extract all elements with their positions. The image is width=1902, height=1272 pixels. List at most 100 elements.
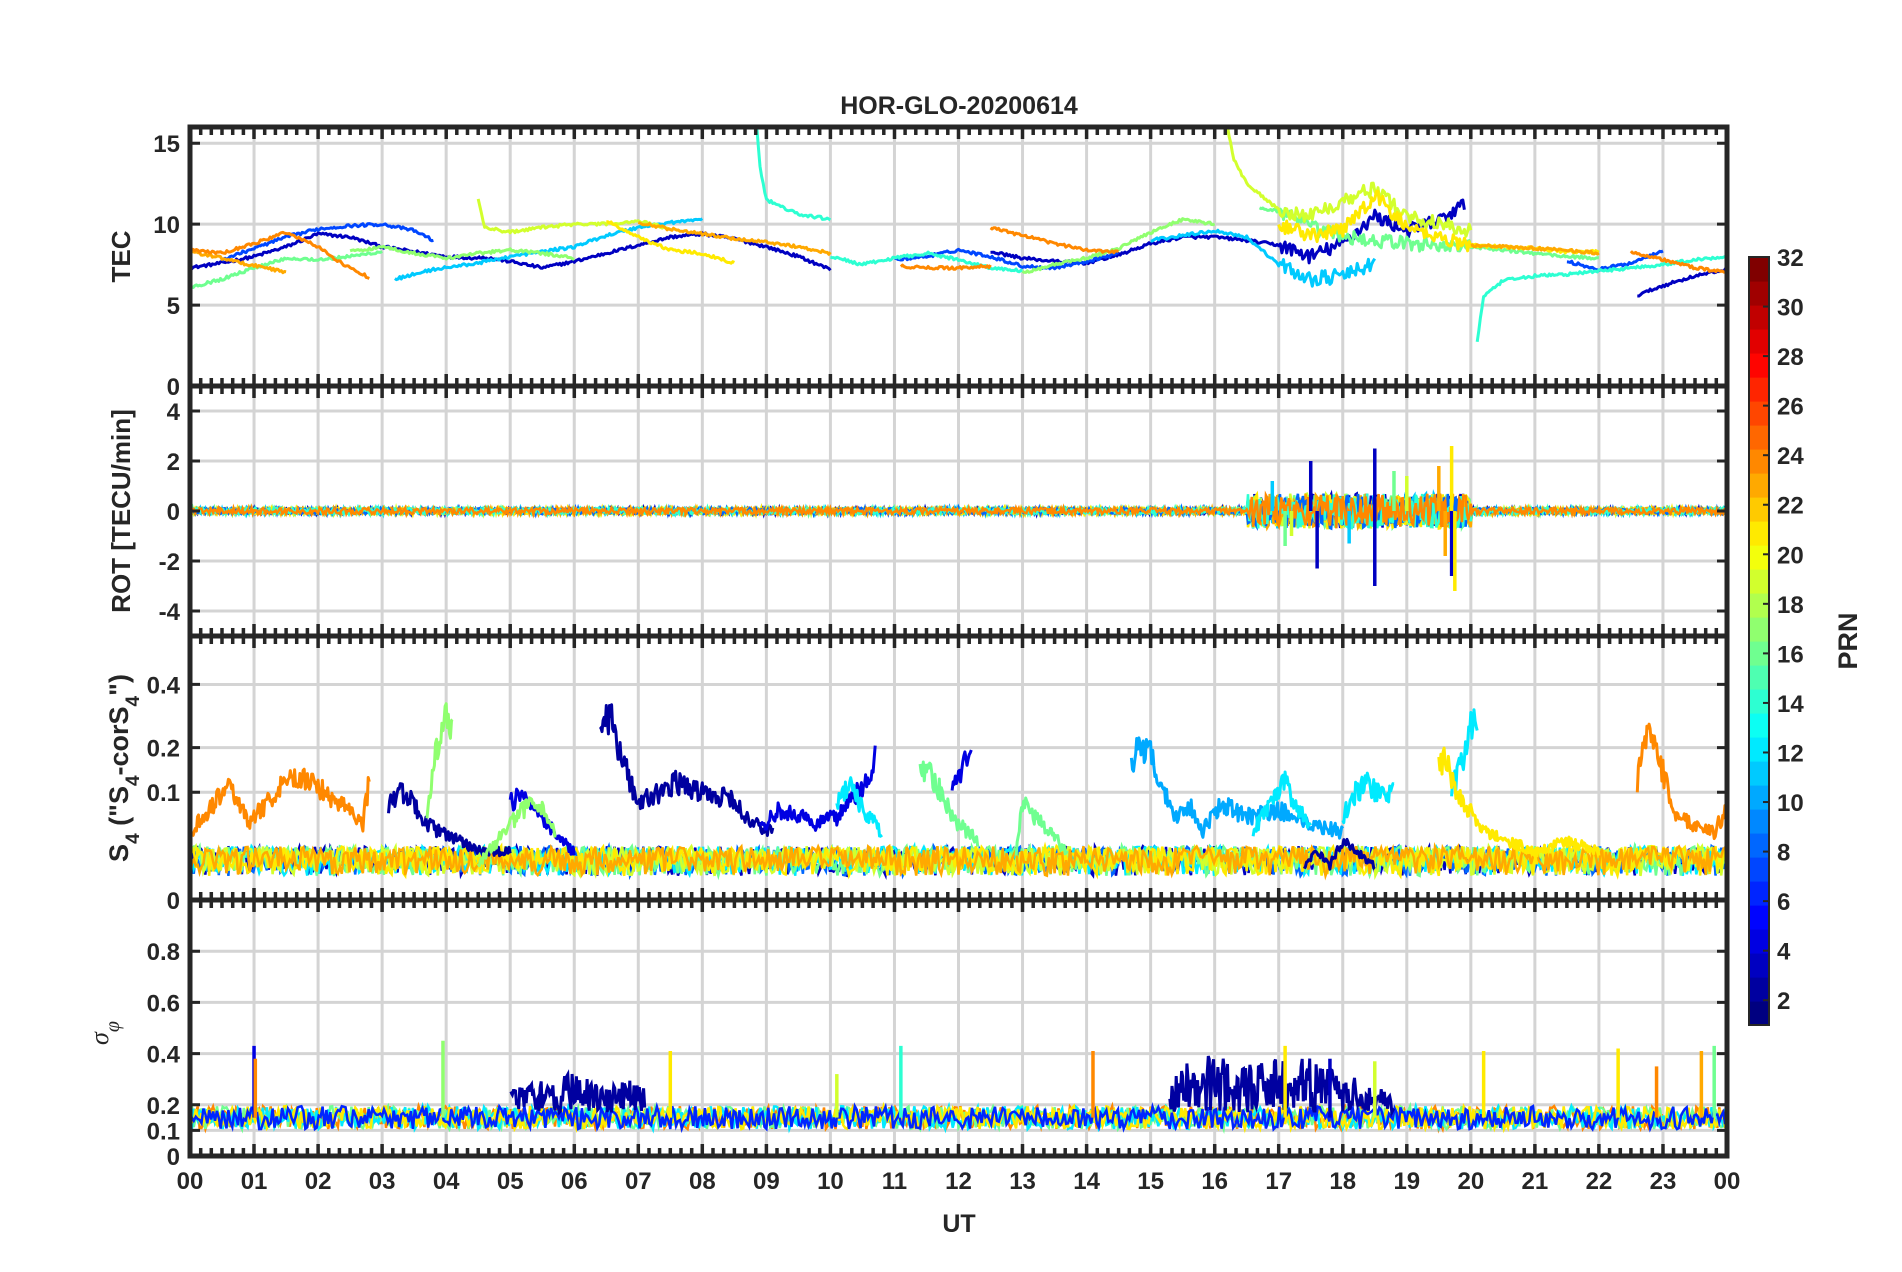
- x-tick-label: 17: [1265, 1168, 1292, 1195]
- rot-y-tick-label: -4: [159, 599, 181, 626]
- colorbar-swatch: [1749, 857, 1769, 882]
- colorbar-swatch: [1749, 809, 1769, 834]
- x-tick-label: 02: [305, 1168, 332, 1195]
- x-tick-label: 15: [1137, 1168, 1164, 1195]
- colorbar-swatch: [1749, 1001, 1769, 1026]
- colorbar-swatch: [1749, 977, 1769, 1002]
- colorbar-swatch: [1749, 497, 1769, 522]
- x-tick-label: 14: [1073, 1168, 1100, 1195]
- colorbar-tick-label: 28: [1777, 344, 1804, 371]
- colorbar-swatch: [1749, 929, 1769, 954]
- colorbar-swatch: [1749, 665, 1769, 690]
- rot-data: [190, 446, 1727, 591]
- panel-rot: -4 -2 0 2 4 ROT [TECU/min]: [106, 383, 1730, 639]
- colorbar-swatch: [1749, 425, 1769, 450]
- x-tick-label: 09: [753, 1168, 780, 1195]
- sigma-x-ticks: [188, 900, 1729, 1156]
- colorbar-tick-label: 2: [1777, 988, 1790, 1015]
- tec-series-prn-14: [1475, 254, 1727, 343]
- tec-series-prn-14: [755, 127, 832, 222]
- colorbar-swatch: [1749, 689, 1769, 714]
- x-tick-label: 11: [882, 1168, 907, 1195]
- colorbar-tick-label: 32: [1777, 245, 1804, 272]
- x-tick-label: 04: [433, 1168, 460, 1195]
- x-tick-label: 07: [625, 1168, 652, 1195]
- rot-series-prn-24: [190, 490, 1727, 531]
- rot-x-ticks: [188, 386, 1729, 636]
- panel-sigma: 00.10.2 0.4 0.6 0.8 σφ 00 01 02 03 04 05 06 07 08 09 10…: [85, 897, 1741, 1195]
- s4-series-prn-17: [425, 702, 454, 819]
- x-tick-label: 08: [689, 1168, 716, 1195]
- colorbar-tick-label: 20: [1777, 542, 1804, 569]
- sigma-y-tick-label: 0.1: [147, 1118, 180, 1145]
- x-tick-label: 16: [1201, 1168, 1228, 1195]
- colorbar-tick-label: 10: [1777, 790, 1804, 817]
- x-tick-label: 20: [1457, 1168, 1484, 1195]
- tec-series-prn-23: [1470, 243, 1600, 256]
- s4-series-prn-2: [598, 703, 775, 837]
- s4-y-axis-label: S4 ("S4-corS4"): [104, 674, 144, 862]
- sigma-baseline-prn-21: [190, 1101, 1727, 1134]
- s4-series-prn-12: [1341, 771, 1395, 825]
- colorbar-swatch: [1749, 521, 1769, 546]
- colorbar-swatch: [1749, 353, 1769, 378]
- colorbar-swatch: [1749, 881, 1769, 906]
- s4-series-prn-16: [918, 760, 980, 847]
- colorbar-swatch: [1749, 737, 1769, 762]
- s4-y-tick-label: 0: [167, 888, 180, 915]
- s4-series-prn-2: [1303, 837, 1376, 871]
- rot-y-tick-label: 4: [167, 399, 181, 426]
- sigma-data: [190, 1040, 1727, 1135]
- s4-series-prn-17: [476, 796, 557, 868]
- tec-y-tick-label: 10: [153, 212, 180, 239]
- x-tick-label: 19: [1393, 1168, 1420, 1195]
- sigma-series-prn-2: [509, 1069, 647, 1116]
- colorbar-swatch: [1749, 305, 1769, 330]
- colorbar-swatch: [1749, 833, 1769, 858]
- x-tick-label: 13: [1009, 1168, 1036, 1195]
- tec-x-ticks: [188, 127, 1729, 386]
- tec-y-tick-label: 5: [167, 293, 180, 320]
- rot-y-ticks: [190, 409, 1727, 613]
- sigma-y-tick-label: 0.8: [147, 939, 180, 966]
- colorbar-swatch: [1749, 473, 1769, 498]
- colorbar-tick-label: 26: [1777, 394, 1804, 421]
- rot-y-tick-label: -2: [159, 549, 180, 576]
- s4-series-prn-24: [190, 767, 371, 837]
- rot-axes: -4 -2 0 2 4 ROT [TECU/min]: [106, 383, 1730, 639]
- sigma-axes: 00.10.2 0.4 0.6 0.8 σφ 00 01 02 03 04 05 06 07 08 09 10…: [85, 897, 1741, 1195]
- colorbar-swatch: [1749, 785, 1769, 810]
- colorbar-swatch: [1749, 257, 1769, 282]
- x-tick-label: 01: [241, 1168, 268, 1195]
- x-tick-label: 06: [561, 1168, 588, 1195]
- tec-series-prn-24: [989, 226, 1119, 255]
- s4-y-tick-label: 0.1: [147, 780, 180, 807]
- tec-series-prn-23: [190, 250, 287, 275]
- colorbar-swatch: [1749, 569, 1769, 594]
- tec-series-prn-21: [606, 220, 736, 265]
- tec-series-prn-16: [1258, 206, 1599, 261]
- colorbar-tick-label: 6: [1777, 889, 1790, 916]
- tec-series-prn-24: [190, 230, 370, 280]
- x-tick-label: 10: [817, 1168, 844, 1195]
- s4-y-tick-label: 0.2: [147, 736, 180, 763]
- tec-y-tick-label: 0: [167, 374, 180, 401]
- colorbar-swatch: [1749, 593, 1769, 618]
- colorbar-tick-label: 8: [1777, 840, 1790, 867]
- colorbar-tick-label: 22: [1777, 493, 1804, 520]
- tec-series-prn-11: [1150, 228, 1377, 288]
- tec-y-tick-label: 15: [153, 131, 180, 158]
- colorbar-swatch: [1749, 617, 1769, 642]
- colorbar-label: PRN: [1833, 612, 1863, 669]
- tec-series-prn-17: [349, 244, 575, 261]
- x-tick-label: 18: [1329, 1168, 1356, 1195]
- x-tick-label: 00: [1714, 1168, 1741, 1195]
- tec-series-prn-7: [894, 247, 1119, 271]
- tec-y-axis-label: TEC: [106, 230, 136, 282]
- colorbar-swatch: [1749, 329, 1769, 354]
- tec-series-prn-14: [830, 250, 1023, 274]
- panel-s4: 0 0.1 0.2 0.4S4 ("S4-corS4"): [104, 633, 1730, 915]
- rot-y-axis-label: ROT [TECU/min]: [106, 409, 136, 613]
